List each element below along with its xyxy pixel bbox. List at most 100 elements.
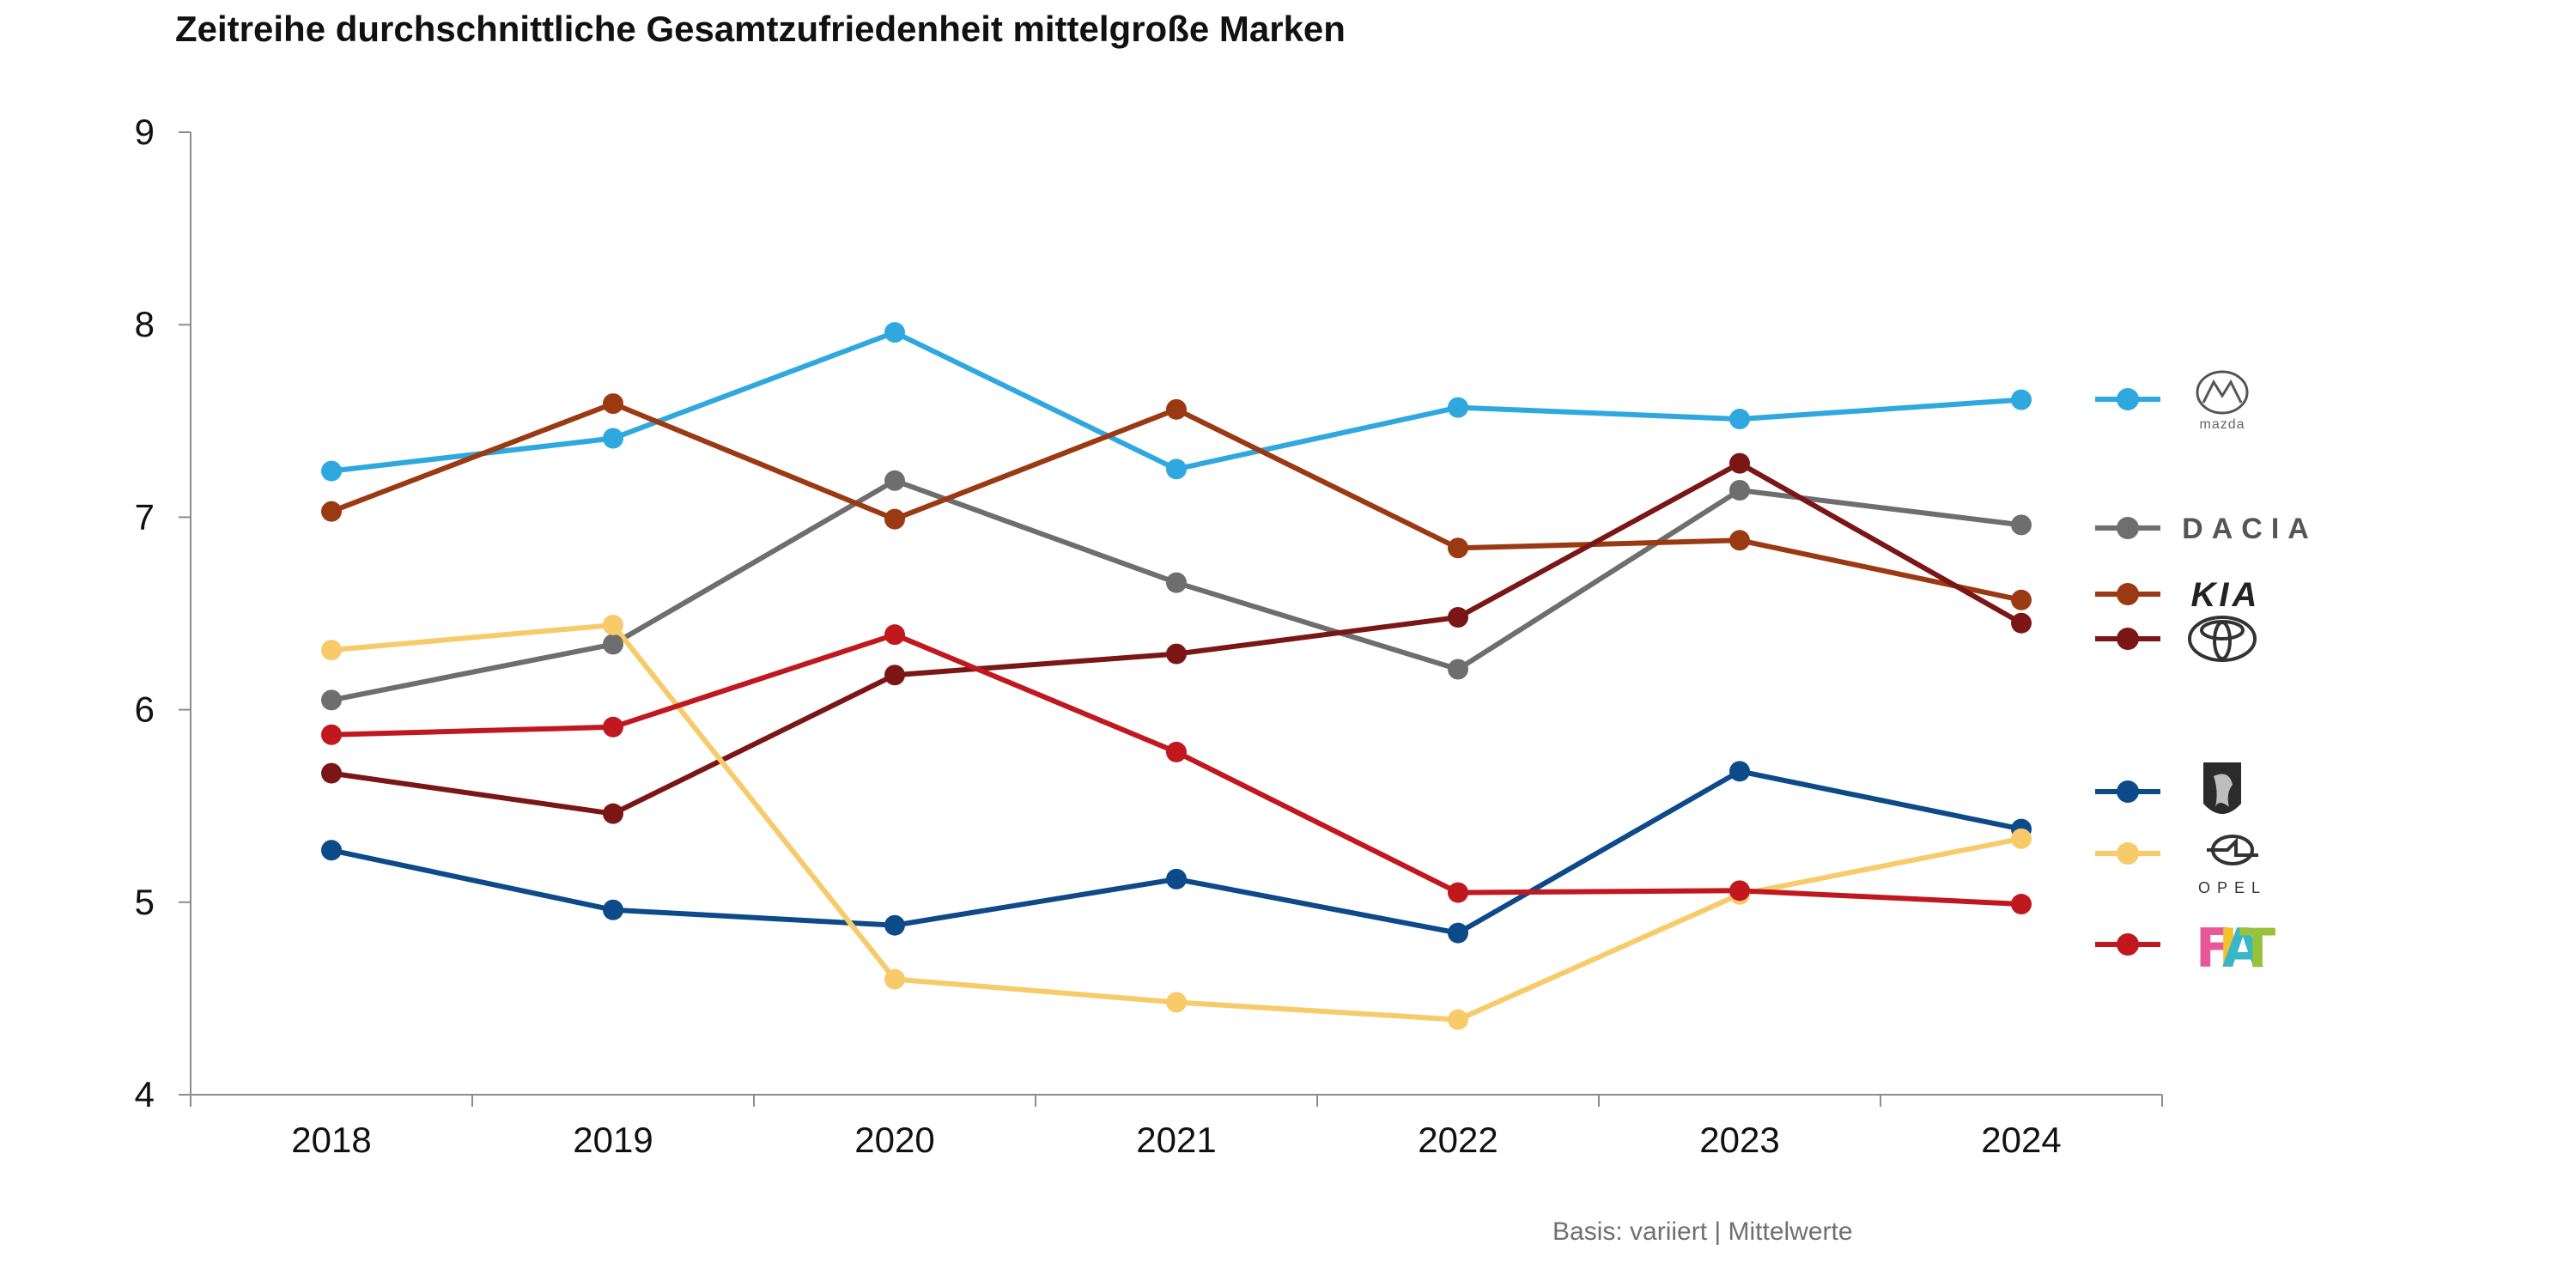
data-point-toyota	[603, 803, 623, 824]
data-point-mazda	[2011, 389, 2032, 410]
footnote: Basis: variiert | Mittelwerte	[1552, 1217, 1853, 1246]
legend-swatch-marker	[2117, 388, 2139, 410]
data-point-peugeot	[884, 914, 905, 936]
y-tick-label: 6	[135, 689, 155, 730]
x-tick-label: 2022	[1418, 1120, 1498, 1160]
data-point-mazda	[321, 460, 342, 482]
series-line-kia	[329, 401, 2024, 603]
opel-blitz	[2207, 837, 2258, 857]
data-point-opel	[1166, 992, 1187, 1013]
legend-swatch-marker	[2117, 933, 2139, 956]
legend-swatch-marker	[2117, 780, 2139, 803]
data-point-fiat	[1166, 741, 1187, 762]
data-point-peugeot	[603, 899, 623, 920]
data-point-dacia	[1448, 659, 1468, 680]
mazda-logo: mazda	[2196, 370, 2249, 432]
data-point-fiat	[884, 624, 905, 646]
data-point-fiat	[2011, 894, 2032, 915]
data-point-dacia	[884, 470, 905, 491]
fiat-letter: T	[2239, 917, 2275, 980]
peugeot-logo	[2203, 762, 2241, 814]
data-point-dacia	[2011, 514, 2032, 536]
toyota-logo	[2188, 616, 2257, 662]
data-point-opel	[321, 640, 342, 661]
data-point-toyota	[884, 665, 905, 686]
series-line-peugeot	[329, 768, 2024, 936]
data-point-mazda	[1729, 409, 1750, 430]
peugeot-lion	[2214, 774, 2233, 807]
data-point-peugeot	[321, 840, 342, 861]
mazda-emblem-ring	[2196, 370, 2249, 415]
data-point-toyota	[1166, 643, 1187, 665]
series-points	[321, 322, 2032, 1030]
dacia-wordmark: DACIA	[2182, 513, 2318, 545]
legend-item-dacia: DACIA	[2095, 513, 2318, 545]
data-point-fiat	[1729, 880, 1750, 902]
fiat-letter: A	[2222, 917, 2263, 980]
legend-item-kia: KIA	[2095, 576, 2261, 614]
data-point-fiat	[603, 716, 623, 738]
legend-item-mazda: mazda	[2095, 370, 2249, 432]
opel-wordmark: OPEL	[2198, 879, 2267, 896]
fiat-letter: I	[2218, 917, 2238, 980]
kia-wordmark: KIA	[2191, 576, 2261, 614]
legend-item-peugeot	[2095, 762, 2241, 814]
chart-title: Zeitreihe durchschnittliche Gesamtzufrie…	[175, 9, 1346, 49]
data-point-kia	[321, 501, 342, 522]
x-tick-label: 2018	[291, 1120, 371, 1160]
series-lines	[329, 330, 2024, 1023]
chart-axes: 4 5 6 7 8 9 2018 2019 2020 2021 2022 2023 2024	[135, 112, 2163, 1160]
data-point-toyota	[1448, 606, 1468, 628]
y-tick-label: 7	[135, 496, 155, 537]
data-point-toyota	[1729, 452, 1750, 474]
data-point-mazda	[884, 322, 905, 343]
data-point-mazda	[1448, 397, 1468, 418]
data-point-dacia	[1166, 572, 1187, 593]
data-point-kia	[603, 393, 623, 415]
data-point-dacia	[321, 689, 342, 711]
mazda-emblem-wings	[2202, 379, 2243, 404]
legend-item-toyota	[2095, 616, 2257, 662]
data-point-peugeot	[1729, 761, 1750, 782]
y-tick-label: 4	[135, 1074, 155, 1114]
data-point-kia	[884, 508, 905, 530]
legend-swatch-marker	[2117, 583, 2139, 605]
x-tick-label: 2024	[1981, 1120, 2061, 1160]
mazda-wordmark: mazda	[2199, 417, 2245, 432]
data-point-kia	[1729, 530, 1750, 551]
toyota-vertical-ellipse	[2213, 621, 2232, 660]
data-point-kia	[1448, 537, 1468, 559]
data-point-mazda	[603, 428, 623, 449]
legend-swatch-marker	[2117, 842, 2139, 865]
data-point-opel	[1448, 1009, 1468, 1030]
opel-logo: OPEL	[2198, 835, 2267, 896]
data-point-kia	[2011, 589, 2032, 610]
series-line-opel	[329, 622, 2024, 1023]
data-point-toyota	[2011, 612, 2032, 634]
data-point-mazda	[1166, 458, 1187, 480]
data-point-peugeot	[1166, 868, 1187, 889]
legend-swatch-marker	[2117, 517, 2139, 539]
y-tick-label: 5	[135, 882, 155, 922]
data-point-kia	[1166, 398, 1187, 420]
data-point-opel	[884, 968, 905, 990]
x-tick-label: 2019	[573, 1120, 653, 1160]
x-tick-label: 2021	[1136, 1120, 1216, 1160]
y-tick-label: 9	[135, 112, 155, 152]
data-point-toyota	[321, 762, 342, 784]
data-point-fiat	[321, 724, 342, 745]
series-line-fiat	[329, 632, 2024, 907]
data-point-dacia	[1729, 480, 1750, 501]
data-point-fiat	[1448, 882, 1468, 903]
data-point-dacia	[603, 634, 623, 655]
fiat-letter: F	[2196, 917, 2232, 980]
x-tick-label: 2023	[1699, 1120, 1779, 1160]
data-point-opel	[603, 614, 623, 635]
x-tick-label: 2020	[854, 1120, 934, 1160]
data-point-opel	[2011, 828, 2032, 849]
legend-item-opel: OPEL	[2095, 835, 2267, 896]
